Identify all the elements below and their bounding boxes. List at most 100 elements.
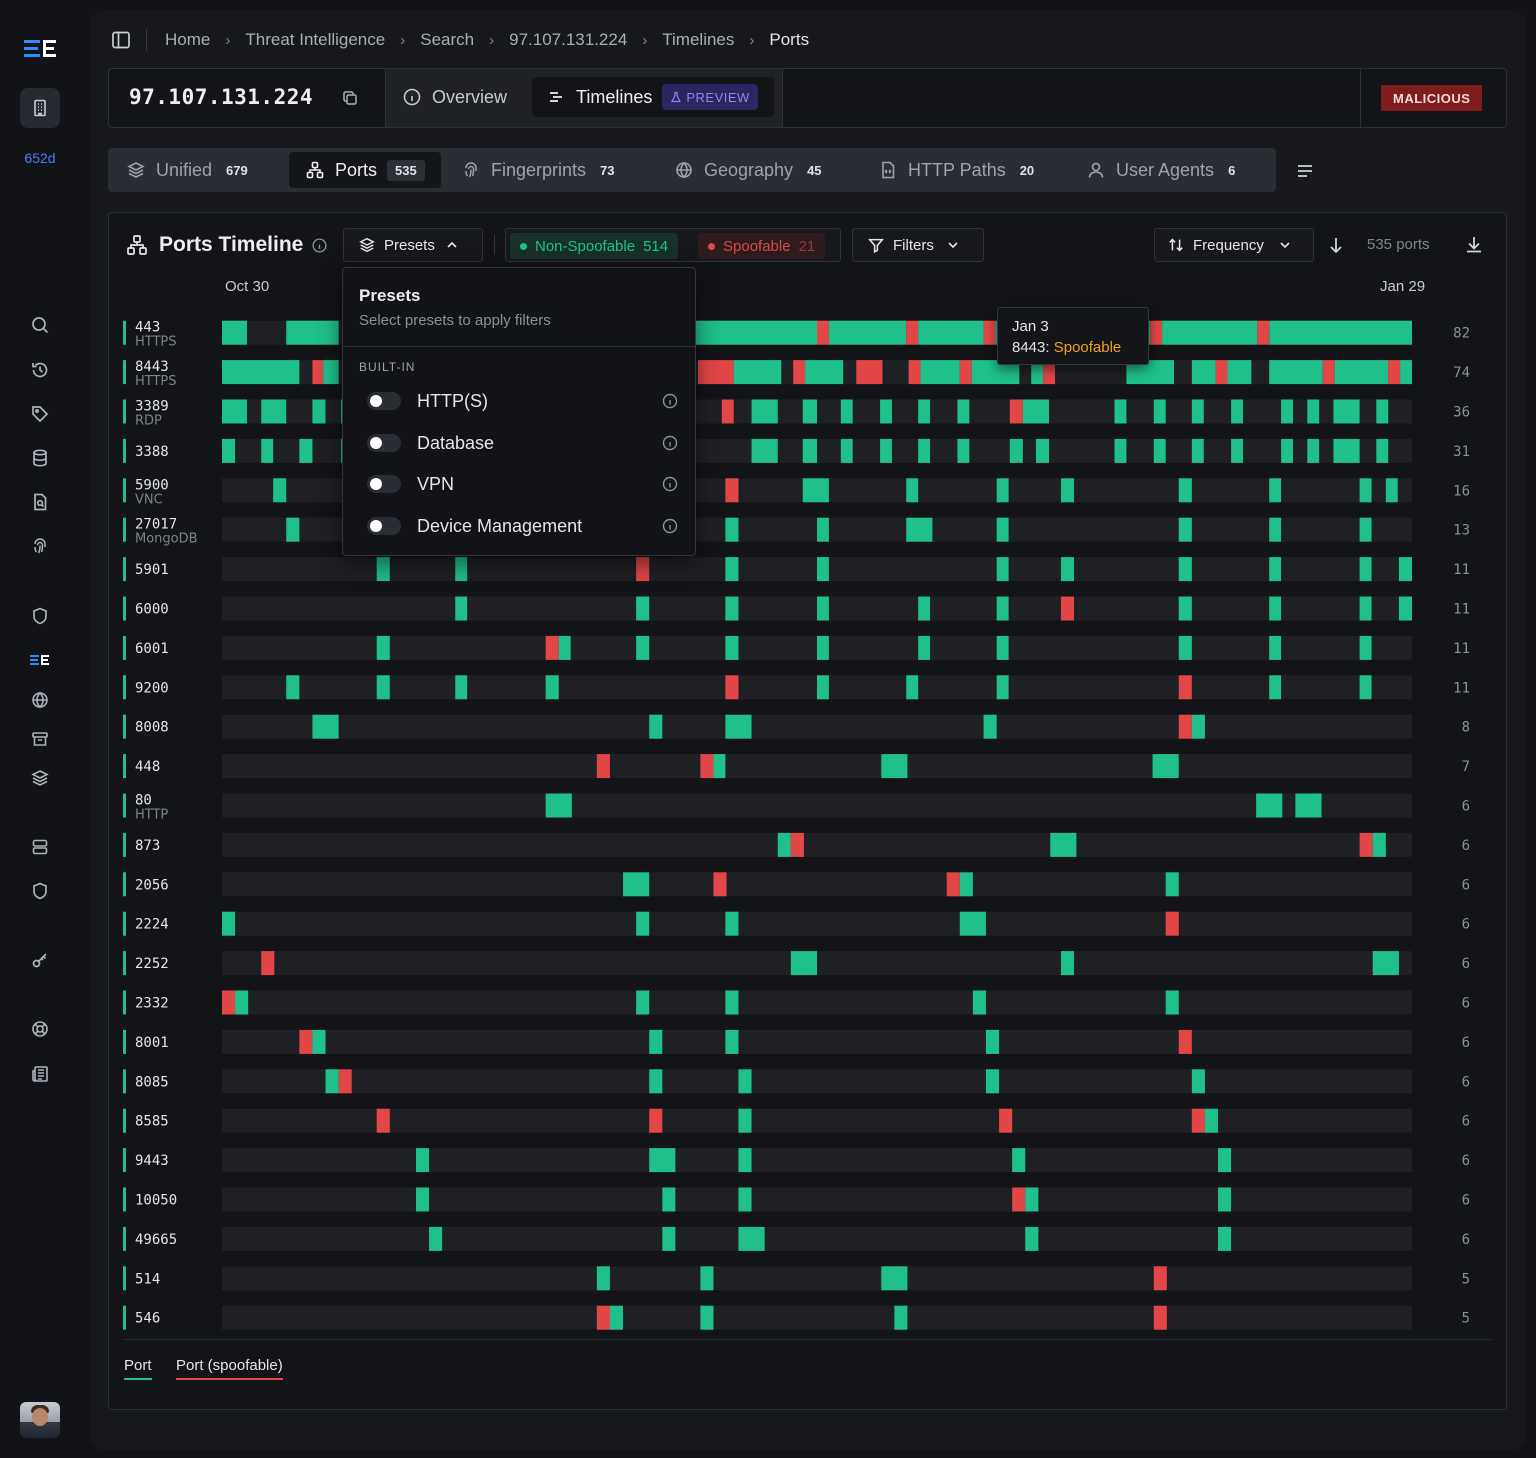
port-segment[interactable] xyxy=(725,911,739,936)
port-segment[interactable] xyxy=(1165,990,1179,1015)
port-segment[interactable] xyxy=(415,1148,430,1173)
port-segment[interactable] xyxy=(1191,438,1204,463)
port-segment[interactable] xyxy=(805,360,844,385)
port-segment[interactable] xyxy=(222,399,247,424)
port-segment[interactable] xyxy=(996,675,1009,700)
spoofable-segment[interactable] xyxy=(793,360,806,385)
port-segment[interactable] xyxy=(1372,832,1386,857)
spoofable-segment[interactable] xyxy=(338,1069,352,1094)
tab-geography[interactable]: Geography 45 xyxy=(674,152,822,188)
breadcrumb-ip[interactable]: 97.107.131.224 xyxy=(509,30,628,49)
port-segment[interactable] xyxy=(261,399,287,424)
port-segment[interactable] xyxy=(996,478,1009,503)
breadcrumb-timelines[interactable]: Timelines xyxy=(662,30,735,49)
port-segment[interactable] xyxy=(545,675,559,700)
port-segment[interactable] xyxy=(286,320,339,345)
port-segment[interactable] xyxy=(1256,793,1283,818)
spoofable-segment[interactable] xyxy=(908,360,921,385)
port-segment[interactable] xyxy=(1295,793,1322,818)
port-segment[interactable] xyxy=(235,990,249,1015)
spoofable-segment[interactable] xyxy=(946,872,960,897)
port-segment[interactable] xyxy=(1269,596,1282,621)
port-segment[interactable] xyxy=(1012,1148,1026,1173)
port-segment[interactable] xyxy=(1191,714,1205,739)
port-segment[interactable] xyxy=(649,714,663,739)
port-segment[interactable] xyxy=(918,399,931,424)
port-segment[interactable] xyxy=(959,911,986,936)
port-segment[interactable] xyxy=(738,1187,752,1212)
port-segment[interactable] xyxy=(1333,399,1360,424)
port-segment[interactable] xyxy=(1307,438,1320,463)
tab-user-agents[interactable]: User Agents 6 xyxy=(1086,152,1235,188)
arrow-down-icon[interactable] xyxy=(1326,235,1346,255)
port-segment[interactable] xyxy=(286,675,300,700)
port-segment[interactable] xyxy=(429,1226,443,1251)
port-segment[interactable] xyxy=(273,478,287,503)
preset-https[interactable]: HTTP(S) xyxy=(359,381,679,421)
spoofable-segment[interactable] xyxy=(596,754,610,779)
port-segment[interactable] xyxy=(777,832,791,857)
port-segment[interactable] xyxy=(376,557,390,582)
port-segment[interactable] xyxy=(985,1029,1000,1054)
spoofable-segment[interactable] xyxy=(261,951,275,976)
port-segment[interactable] xyxy=(725,517,739,542)
support-icon[interactable] xyxy=(20,1009,60,1049)
port-segment[interactable] xyxy=(700,1305,714,1330)
port-segment[interactable] xyxy=(918,596,931,621)
spoofable-segment[interactable] xyxy=(1388,360,1401,385)
tag-icon[interactable] xyxy=(20,394,60,434)
preset-device-management[interactable]: Device Management xyxy=(359,506,679,546)
preset-toggle[interactable] xyxy=(367,434,401,452)
port-segment[interactable] xyxy=(920,360,960,385)
info-icon[interactable] xyxy=(311,237,328,254)
non-spoofable-filter[interactable]: Non-Spoofable 514 xyxy=(510,233,679,259)
port-segment[interactable] xyxy=(733,360,782,385)
port-segment[interactable] xyxy=(738,1148,752,1173)
layers-icon[interactable] xyxy=(20,758,60,798)
port-segment[interactable] xyxy=(636,911,650,936)
port-segment[interactable] xyxy=(222,320,247,345)
port-segment[interactable] xyxy=(1333,438,1360,463)
breadcrumb-threat-intelligence[interactable]: Threat Intelligence xyxy=(245,30,386,49)
port-segment[interactable] xyxy=(725,557,739,582)
tab-http-paths[interactable]: HTTP Paths 20 xyxy=(878,152,1034,188)
port-segment[interactable] xyxy=(959,872,973,897)
spoofable-segment[interactable] xyxy=(1165,911,1179,936)
port-segment[interactable] xyxy=(1031,360,1044,385)
spoofable-segment[interactable] xyxy=(721,399,734,424)
port-segment[interactable] xyxy=(1114,399,1127,424)
preset-toggle[interactable] xyxy=(367,517,401,535)
info-icon[interactable] xyxy=(661,475,679,493)
port-segment[interactable] xyxy=(985,1069,1000,1094)
port-segment[interactable] xyxy=(299,438,313,463)
port-segment[interactable] xyxy=(983,714,997,739)
port-segment[interactable] xyxy=(455,675,468,700)
port-segment[interactable] xyxy=(286,517,300,542)
port-segment[interactable] xyxy=(802,438,817,463)
server-icon[interactable] xyxy=(20,827,60,867)
spoofable-segment[interactable] xyxy=(856,360,883,385)
port-segment[interactable] xyxy=(1025,1226,1039,1251)
port-segment[interactable] xyxy=(840,438,853,463)
port-segment[interactable] xyxy=(1050,832,1077,857)
port-segment[interactable] xyxy=(323,360,339,385)
spoofable-segment[interactable] xyxy=(1215,360,1228,385)
copy-icon[interactable] xyxy=(341,89,359,107)
port-segment[interactable] xyxy=(1372,951,1399,976)
spoofable-segment[interactable] xyxy=(1191,1108,1205,1133)
port-segment[interactable] xyxy=(700,1266,714,1291)
tab-overview[interactable]: Overview xyxy=(402,77,507,117)
brand-icon[interactable] xyxy=(20,640,60,680)
port-segment[interactable] xyxy=(376,635,390,660)
user-avatar[interactable] xyxy=(20,1402,60,1438)
port-segment[interactable] xyxy=(649,1148,676,1173)
port-segment[interactable] xyxy=(312,1029,326,1054)
shield-outline-icon[interactable] xyxy=(20,871,60,911)
database-icon[interactable] xyxy=(20,438,60,478)
port-segment[interactable] xyxy=(725,635,739,660)
port-segment[interactable] xyxy=(1398,596,1412,621)
port-segment[interactable] xyxy=(1398,557,1412,582)
port-segment[interactable] xyxy=(1025,1187,1039,1212)
port-segment[interactable] xyxy=(880,399,892,424)
port-segment[interactable] xyxy=(751,438,778,463)
